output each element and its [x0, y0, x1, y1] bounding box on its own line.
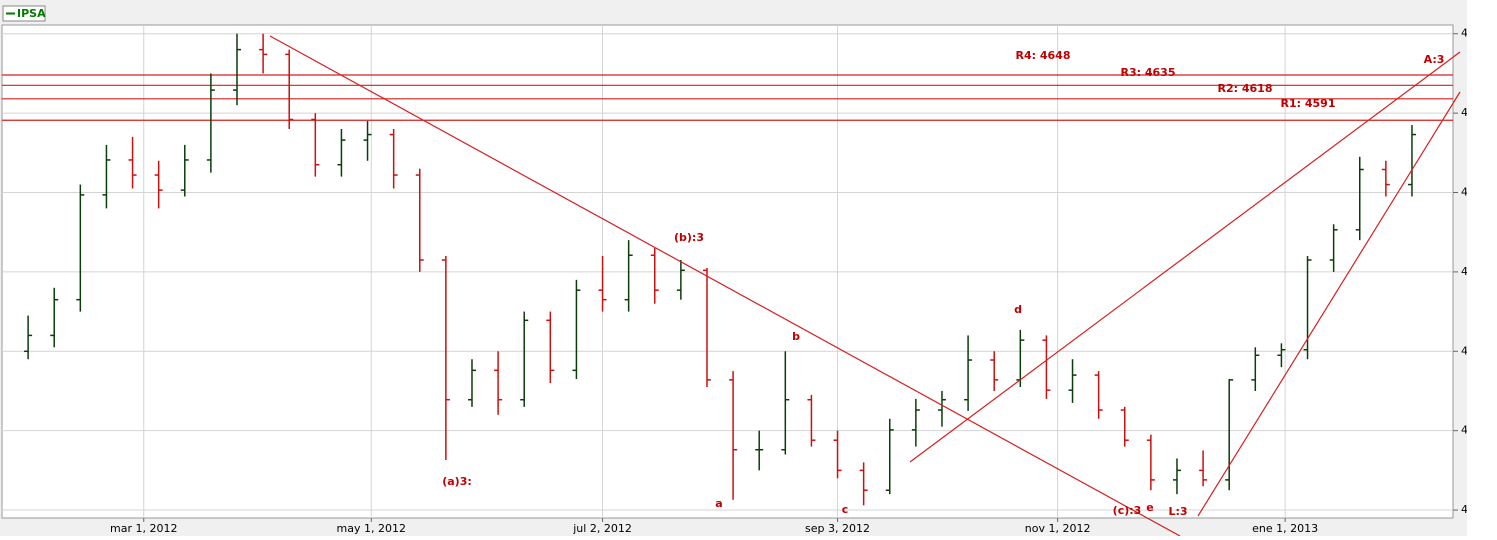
- trend-line: [1197, 91, 1461, 517]
- wave-label: (b):3: [674, 231, 704, 244]
- wave-label: c: [842, 503, 849, 516]
- y-tick-label: 4400: [1461, 265, 1489, 278]
- legend-box: [2, 5, 46, 22]
- x-tick-label: sep 3, 2012: [805, 522, 870, 535]
- wave-label: a: [715, 497, 722, 510]
- wave-label: (c):3: [1113, 504, 1142, 517]
- resistance-label: R2: 4618: [1218, 82, 1273, 95]
- wave-label: b: [792, 330, 800, 343]
- wave-label: (a)3:: [442, 475, 472, 488]
- wave-label: e: [1146, 501, 1153, 514]
- x-tick-label: nov 1, 2012: [1025, 522, 1091, 535]
- x-tick-label: mar 1, 2012: [110, 522, 177, 535]
- axis-layer: 4100 4200 4300 4400 4500 4600 4700 mar 1, 2012 m…: [110, 27, 1489, 536]
- legend-label: IPSA: [17, 7, 46, 20]
- wave-label: A:3: [1424, 53, 1445, 66]
- resistance-label: R1: 4591: [1281, 97, 1336, 110]
- y-tick-label: 4100: [1461, 503, 1489, 516]
- y-tick-label: 4500: [1461, 186, 1489, 199]
- wave-label: L:3: [1168, 505, 1187, 518]
- y-tick-label: 4200: [1461, 424, 1489, 437]
- y-tick-label: 4700: [1461, 27, 1489, 40]
- wave-label: d: [1014, 303, 1022, 316]
- trend-line: [909, 51, 1461, 463]
- y-tick-label: 4300: [1461, 344, 1489, 357]
- x-tick-label: ene 1, 2013: [1252, 522, 1318, 535]
- trend-line: [269, 35, 1181, 536]
- y-tick-label: 4600: [1461, 106, 1489, 119]
- resistance-label: R3: 4635: [1121, 66, 1176, 79]
- x-tick-label: may 1, 2012: [337, 522, 406, 535]
- resistance-label: R4: 4648: [1016, 49, 1071, 62]
- plot-layer: [2, 25, 1453, 518]
- legend: IPSA: [2, 5, 46, 22]
- x-tick-label: jul 2, 2012: [572, 522, 632, 535]
